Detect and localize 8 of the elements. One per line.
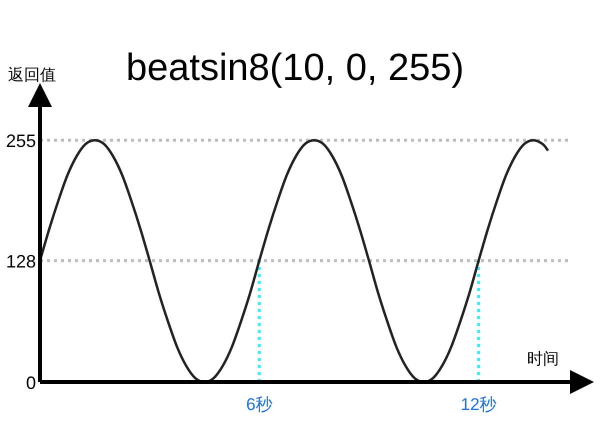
x-tick: 12秒: [460, 395, 497, 414]
y-tick: 128: [6, 252, 36, 272]
x-tick: 6秒: [246, 395, 273, 414]
ylabel: 返回值: [8, 67, 56, 84]
xlabel: 时间: [527, 351, 559, 368]
title: beatsin8(10, 0, 255): [126, 47, 464, 89]
y-tick: 0: [26, 373, 36, 393]
y-tick: 255: [6, 131, 36, 152]
